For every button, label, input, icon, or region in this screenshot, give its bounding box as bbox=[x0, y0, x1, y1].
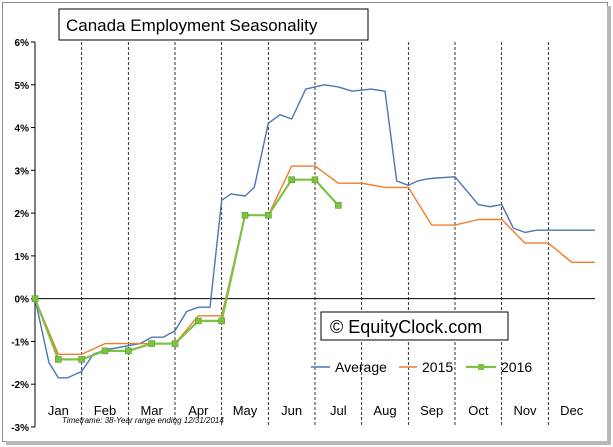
x-tick-label: Nov bbox=[513, 403, 537, 418]
data-point bbox=[335, 202, 342, 209]
footnote: Timeframe: 38-Year range ending 12/31/20… bbox=[62, 416, 224, 425]
x-tick-label: Feb bbox=[94, 403, 116, 418]
data-point bbox=[218, 317, 225, 325]
chart-frame bbox=[2, 2, 608, 442]
y-tick-label: 6% bbox=[15, 38, 30, 49]
series-layer bbox=[31, 84, 595, 379]
data-point bbox=[31, 295, 39, 302]
y-axis-ticks: 6% 5% 4% 3% 2% 1% 0% -1% -2% -3% bbox=[11, 38, 35, 434]
legend-label-2015: 2015 bbox=[422, 359, 453, 375]
y-tick-label: -3% bbox=[11, 423, 29, 434]
y-tick-label: 5% bbox=[15, 81, 30, 92]
frame-shadow-bottom bbox=[6, 441, 611, 445]
series-line-2015 bbox=[34, 165, 595, 355]
y-tick-label: 0% bbox=[15, 295, 30, 306]
data-point bbox=[195, 317, 202, 325]
watermark: © EquityClock.com bbox=[330, 317, 482, 337]
watermark-box bbox=[320, 311, 509, 341]
series-line-average bbox=[34, 84, 595, 379]
x-tick-label: Jan bbox=[48, 403, 69, 418]
data-point bbox=[241, 211, 249, 219]
chart-title: Canada Employment Seasonality bbox=[66, 16, 318, 35]
x-tick-label: Jul bbox=[330, 403, 347, 418]
x-axis-ticks: Jan Feb Mar Apr May Jun Jul Aug Sep Oct Nov Dec bbox=[48, 403, 584, 418]
series-line-2016 bbox=[33, 178, 340, 361]
data-point bbox=[78, 356, 85, 363]
x-tick-label: Aug bbox=[373, 403, 396, 418]
data-point bbox=[125, 347, 132, 355]
x-tick-label: Apr bbox=[188, 403, 209, 418]
x-tick-label: Jun bbox=[281, 403, 302, 418]
y-tick-label: -1% bbox=[11, 337, 29, 348]
title-box bbox=[58, 8, 369, 41]
y-tick-label: 2% bbox=[15, 209, 30, 220]
legend: Average 2015 2016 bbox=[311, 359, 532, 375]
x-tick-label: Dec bbox=[560, 403, 584, 418]
x-tick-label: Mar bbox=[140, 403, 163, 418]
data-point bbox=[148, 340, 155, 347]
data-point bbox=[311, 176, 319, 184]
data-point bbox=[55, 356, 62, 363]
frame-shadow-right bbox=[607, 6, 611, 443]
x-tick-label: Oct bbox=[468, 403, 489, 418]
plot-area bbox=[34, 42, 595, 427]
y-tick-label: 1% bbox=[15, 252, 30, 263]
data-point bbox=[265, 211, 272, 219]
y-tick-label: 3% bbox=[15, 166, 30, 177]
y-tick-label: -2% bbox=[11, 380, 29, 391]
data-point bbox=[288, 176, 295, 184]
legend-label-average: Average bbox=[335, 359, 387, 375]
data-point bbox=[101, 347, 109, 355]
legend-label-2016: 2016 bbox=[501, 359, 532, 375]
legend-marker bbox=[478, 364, 484, 370]
x-tick-label: May bbox=[233, 403, 258, 418]
data-point bbox=[171, 340, 179, 347]
y-tick-label: 4% bbox=[15, 124, 30, 135]
x-tick-label: Sep bbox=[420, 403, 443, 418]
